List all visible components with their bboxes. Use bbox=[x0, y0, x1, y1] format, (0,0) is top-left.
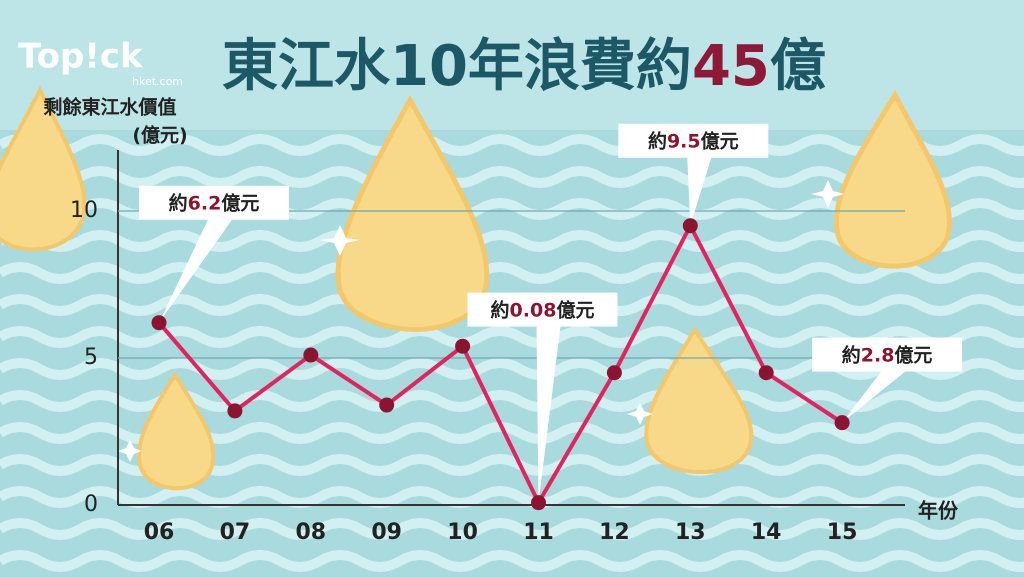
callout: 約0.08億元 bbox=[467, 292, 618, 503]
point bbox=[379, 397, 395, 413]
logo: Top!ck bbox=[18, 37, 144, 77]
y-tick-label: 10 bbox=[70, 198, 98, 223]
decoration bbox=[0, 85, 952, 491]
callout: 約2.8億元 bbox=[812, 337, 963, 423]
point bbox=[303, 347, 319, 363]
x-tick-label: 06 bbox=[144, 520, 175, 545]
y-tick-label: 5 bbox=[84, 345, 98, 370]
data-label: 約0.08億元 bbox=[491, 298, 595, 321]
chart-title: 東江水10年浪費約45億 bbox=[222, 34, 826, 99]
x-tick-label: 10 bbox=[447, 520, 478, 545]
point bbox=[682, 218, 698, 234]
callout-box bbox=[139, 185, 289, 323]
title-part: 東江水10年浪費約 bbox=[222, 34, 692, 99]
wave bbox=[0, 358, 1024, 380]
data-label: 約9.5億元 bbox=[648, 129, 739, 152]
callout-box bbox=[467, 292, 618, 503]
callout-box bbox=[812, 337, 963, 423]
x-tick-label: 14 bbox=[751, 520, 782, 545]
point bbox=[606, 365, 622, 381]
point bbox=[455, 338, 471, 354]
x-tick-label: 07 bbox=[220, 520, 251, 545]
line bbox=[157, 223, 844, 505]
callout: 約9.5億元 bbox=[618, 123, 769, 226]
background-top bbox=[0, 0, 1024, 130]
wave bbox=[0, 550, 1024, 572]
callout: 約6.2億元 bbox=[139, 185, 289, 323]
y-axis-label: (億元) bbox=[132, 124, 187, 147]
point bbox=[227, 403, 243, 419]
x-tick-label: 13 bbox=[675, 520, 706, 545]
point bbox=[531, 495, 546, 511]
callout-box bbox=[618, 123, 769, 226]
wave bbox=[0, 486, 1024, 508]
wave bbox=[0, 518, 1024, 540]
title-part: 億 bbox=[770, 34, 826, 99]
data-label: 約2.8億元 bbox=[842, 343, 933, 366]
x-tick-label: 11 bbox=[523, 520, 554, 545]
x-tick-label: 15 bbox=[827, 520, 858, 545]
point bbox=[834, 415, 850, 431]
point bbox=[151, 315, 167, 331]
y-tick-label: 0 bbox=[84, 492, 98, 517]
x-tick-label: 09 bbox=[371, 520, 402, 545]
x-tick-label: 12 bbox=[599, 520, 630, 545]
logo-sub: hket.com bbox=[132, 75, 183, 88]
data-label: 約6.2億元 bbox=[169, 191, 260, 214]
point bbox=[758, 365, 774, 381]
x-axis-label: 年份 bbox=[918, 499, 959, 523]
y-axis-label: 剩餘東江水價值 bbox=[43, 96, 176, 119]
x-tick-label: 08 bbox=[295, 520, 326, 545]
title-part: 45 bbox=[692, 34, 770, 99]
wave bbox=[0, 262, 1024, 284]
